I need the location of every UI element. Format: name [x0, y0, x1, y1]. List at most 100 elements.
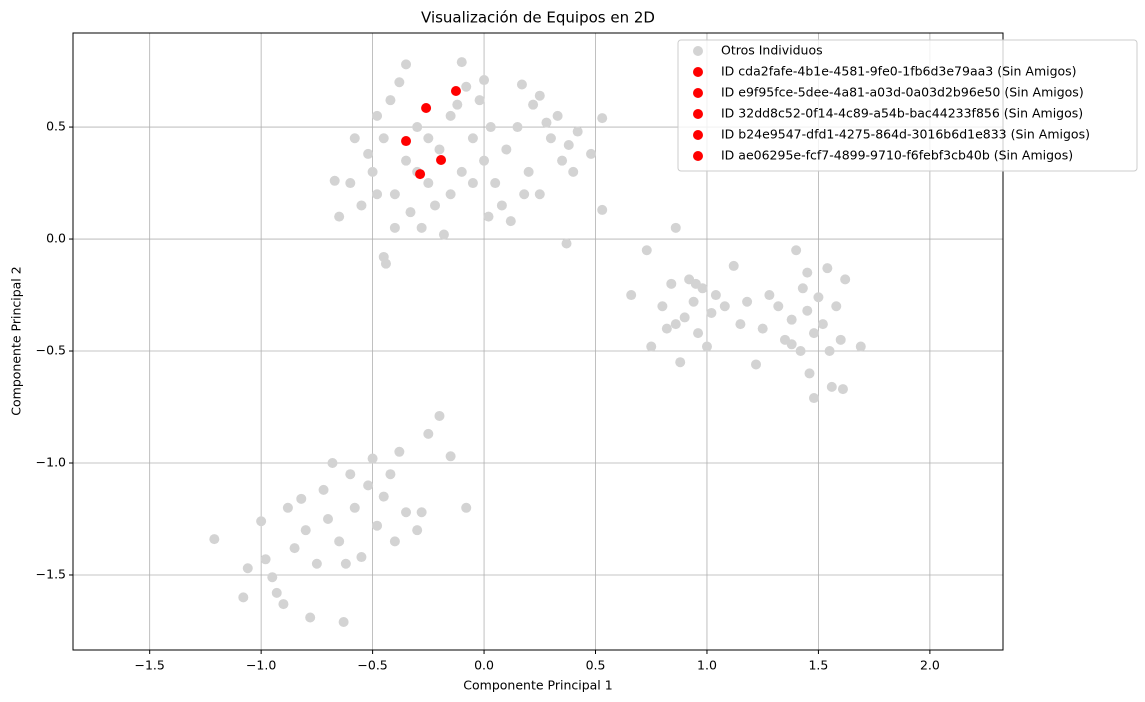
point — [242, 563, 253, 574]
point — [380, 258, 391, 269]
point — [412, 525, 423, 536]
point — [534, 90, 545, 101]
point — [545, 133, 556, 144]
point — [496, 200, 507, 211]
point — [670, 222, 681, 233]
point — [501, 144, 512, 155]
point — [345, 469, 356, 480]
legend-label: Otros Individuos — [721, 43, 823, 58]
point — [742, 296, 753, 307]
point — [436, 154, 447, 165]
point — [490, 178, 501, 189]
point — [528, 99, 539, 110]
legend-marker — [693, 88, 703, 98]
x-tick-label: 1.5 — [808, 658, 828, 673]
point — [394, 77, 405, 88]
point — [505, 216, 516, 227]
point — [334, 211, 345, 222]
x-axis-label: Componente Principal 1 — [463, 678, 612, 693]
point — [389, 536, 400, 547]
point — [467, 178, 478, 189]
point — [541, 117, 552, 128]
y-tick-label: −1.5 — [36, 566, 66, 581]
point — [773, 301, 784, 312]
point — [329, 175, 340, 186]
point — [479, 75, 490, 86]
point — [438, 229, 449, 240]
point — [706, 307, 717, 318]
point — [802, 267, 813, 278]
point — [389, 189, 400, 200]
point — [835, 334, 846, 345]
point — [701, 341, 712, 352]
point — [423, 178, 434, 189]
point — [597, 204, 608, 215]
legend-box — [677, 39, 1138, 172]
y-axis-label: Componente Principal 2 — [9, 266, 24, 415]
point — [349, 502, 360, 513]
point — [456, 166, 467, 177]
point — [209, 534, 220, 545]
point — [764, 290, 775, 301]
point — [327, 457, 338, 468]
point — [452, 99, 463, 110]
point — [523, 166, 534, 177]
legend-marker — [693, 151, 703, 161]
legend-marker — [693, 109, 703, 119]
point — [474, 95, 485, 106]
point — [401, 155, 412, 166]
point — [512, 122, 523, 133]
point — [289, 543, 300, 554]
point — [831, 301, 842, 312]
point — [795, 346, 806, 357]
point — [808, 393, 819, 404]
point — [661, 323, 672, 334]
point — [401, 59, 412, 70]
point — [688, 296, 699, 307]
point — [483, 211, 494, 222]
x-tick-label: 0.5 — [586, 658, 606, 673]
point — [693, 328, 704, 339]
point — [670, 319, 681, 330]
point — [855, 341, 866, 352]
point — [423, 133, 434, 144]
point — [385, 95, 396, 106]
point — [415, 169, 426, 180]
point — [626, 290, 637, 301]
point — [690, 278, 701, 289]
point — [479, 155, 490, 166]
point — [735, 319, 746, 330]
point — [456, 57, 467, 68]
legend-marker — [693, 130, 703, 140]
point — [666, 278, 677, 289]
point — [434, 144, 445, 155]
point — [557, 155, 568, 166]
y-tick-label: −1.0 — [36, 454, 66, 469]
point — [356, 552, 367, 563]
point — [378, 133, 389, 144]
point — [802, 305, 813, 316]
point — [728, 260, 739, 271]
point — [485, 122, 496, 133]
point — [822, 263, 833, 274]
point — [345, 178, 356, 189]
point — [412, 122, 423, 133]
legend-label: ID e9f95fce-5dee-4a81-a03d-0a03d2b96e50 … — [721, 85, 1084, 100]
legend-label: ID ae06295e-fcf7-4899-9710-f6febf3cb40b … — [721, 148, 1073, 163]
point — [563, 139, 574, 150]
point — [421, 103, 432, 114]
point — [372, 189, 383, 200]
point — [791, 245, 802, 256]
x-tick-label: −1.5 — [135, 658, 165, 673]
point — [467, 133, 478, 144]
legend-marker — [693, 46, 703, 56]
point — [561, 238, 572, 249]
point — [423, 428, 434, 439]
point — [282, 502, 293, 513]
point — [516, 79, 527, 90]
point — [300, 525, 311, 536]
point — [719, 301, 730, 312]
point — [657, 301, 668, 312]
point — [363, 480, 374, 491]
